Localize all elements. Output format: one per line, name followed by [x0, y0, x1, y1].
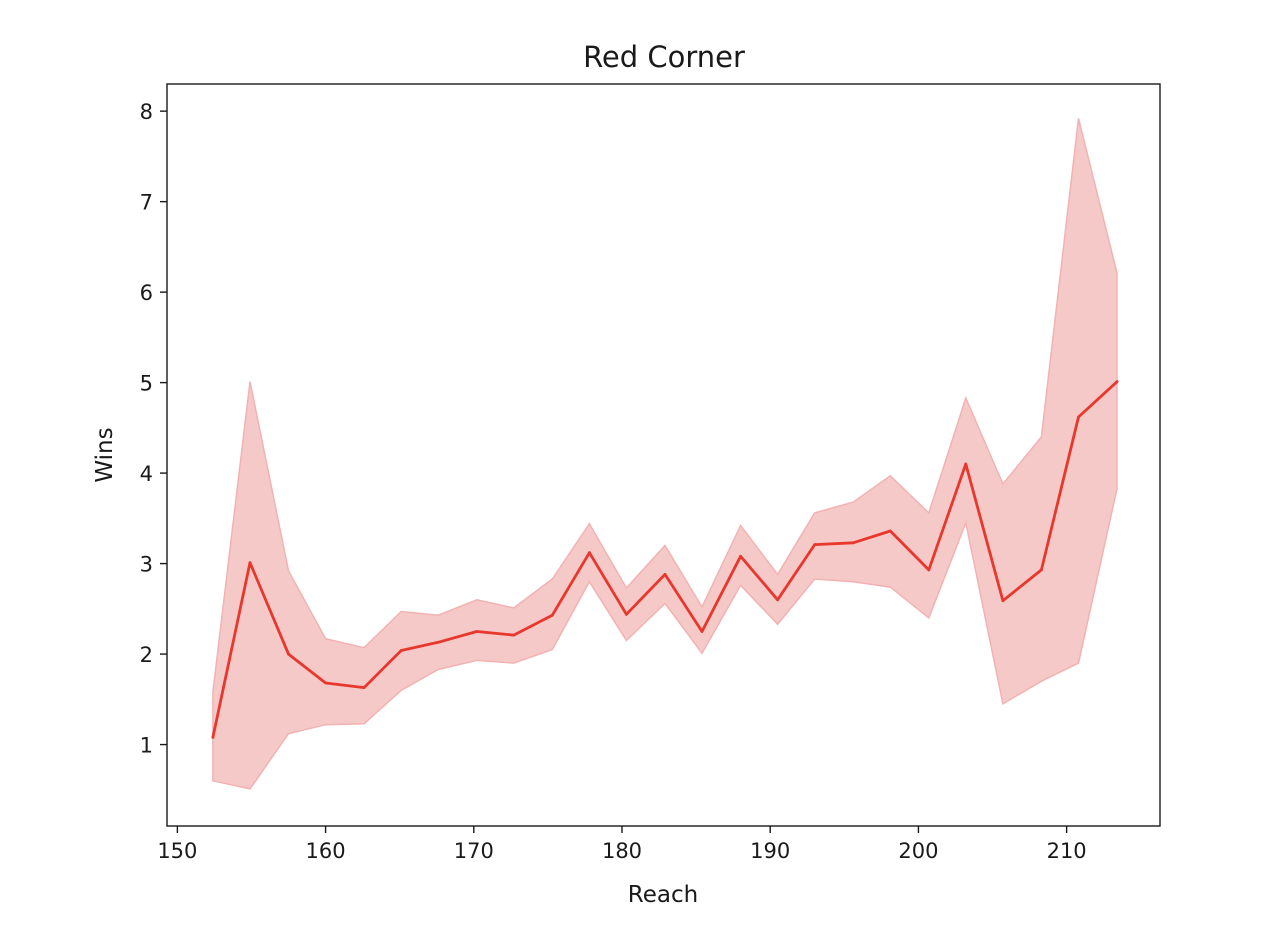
data-point	[436, 640, 440, 644]
data-point	[1115, 380, 1119, 384]
x-tick-label: 190	[750, 839, 790, 863]
data-point	[813, 543, 817, 546]
confidence-band	[212, 118, 1118, 790]
data-point	[1040, 568, 1043, 572]
axes-frame	[166, 83, 1161, 827]
data-point	[1077, 415, 1080, 419]
y-tick-label: 8	[140, 100, 153, 124]
data-point	[324, 681, 327, 685]
y-tick-label: 5	[140, 372, 153, 396]
chart-title: Red Corner	[583, 40, 745, 74]
data-point	[512, 633, 516, 637]
x-tick-label: 170	[454, 839, 494, 863]
data-point	[700, 630, 704, 633]
x-tick-label: 200	[898, 839, 938, 863]
data-point	[475, 630, 479, 633]
x-tick-label: 150	[157, 839, 197, 863]
x-axis-label: Reach	[628, 882, 698, 908]
data-point	[888, 529, 892, 533]
y-tick-label: 6	[140, 281, 153, 305]
data-point	[362, 686, 366, 689]
data-point	[776, 598, 779, 602]
x-tick-label: 180	[602, 839, 642, 863]
y-axis-label: Wins	[92, 427, 118, 482]
y-tick-label: 1	[140, 734, 153, 758]
data-point	[1001, 599, 1005, 603]
data-point	[964, 462, 968, 466]
y-tick-label: 3	[140, 553, 153, 577]
x-axis: 150 160 170 180 190 200 210	[157, 826, 1087, 863]
x-tick-label: 160	[306, 839, 346, 863]
data-point	[550, 613, 554, 617]
data-point	[927, 568, 931, 572]
y-tick-label: 7	[140, 191, 153, 215]
data-point	[663, 573, 667, 576]
y-tick-label: 2	[140, 643, 153, 667]
plot-area	[211, 118, 1119, 790]
data-point	[211, 735, 215, 739]
data-point	[625, 612, 628, 616]
data-point	[248, 561, 252, 565]
y-tick-label: 4	[140, 462, 153, 486]
data-point	[851, 541, 855, 545]
y-axis: 1 2 3 4 5 6 7 8	[140, 100, 167, 758]
data-point	[287, 652, 290, 656]
x-tick-label: 210	[1047, 839, 1087, 863]
data-point	[739, 554, 742, 558]
data-point	[588, 551, 591, 555]
data-point	[399, 649, 403, 652]
